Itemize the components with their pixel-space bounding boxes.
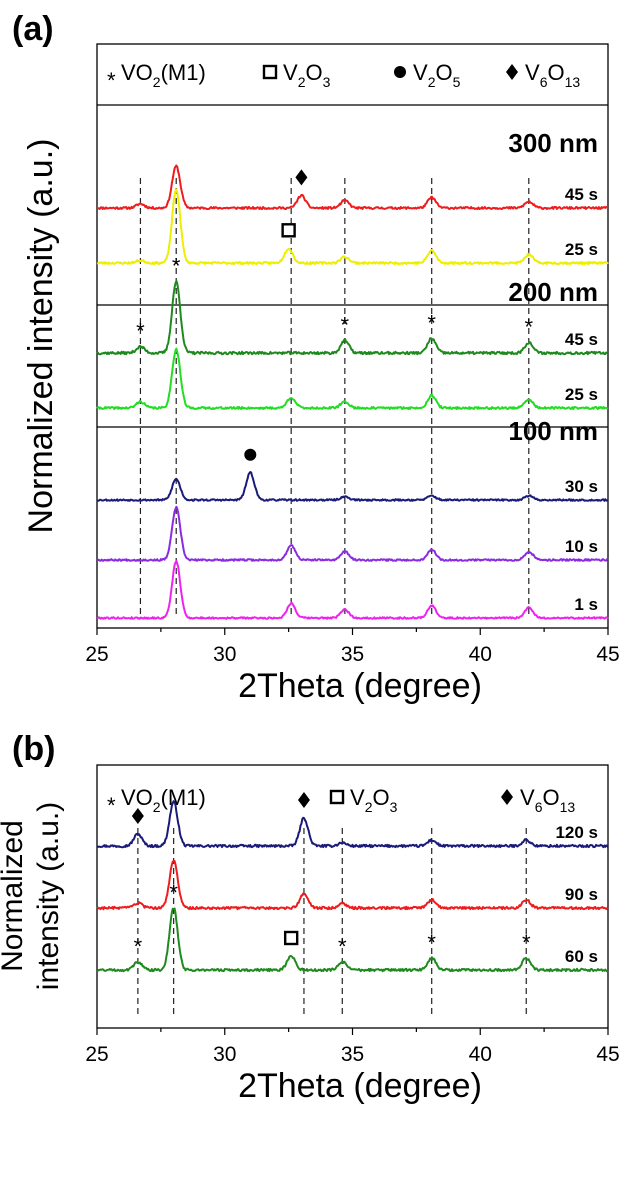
phase-marker-asterisk: * <box>338 934 347 959</box>
series-line <box>96 907 609 973</box>
legend-entry: * VO2(M1) <box>107 785 206 818</box>
series-line <box>96 559 609 620</box>
x-axis-label: 2Theta (degree) <box>238 1067 482 1105</box>
x-tick-label: 25 <box>85 1043 108 1066</box>
sample-group: 200 nm 45 s 25 s <box>96 277 609 410</box>
series-line <box>96 800 609 849</box>
sample-group: 100 nm 30 s 10 s 1 s <box>96 416 609 620</box>
legend-label: V6O13 <box>525 60 580 90</box>
legend-filled-circle-icon <box>394 66 406 78</box>
phase-marker-open-square <box>281 223 296 238</box>
legend-entry: * VO2(M1) <box>107 60 206 93</box>
series-line <box>96 347 609 410</box>
panel-label-b: (b) <box>12 730 55 768</box>
legend-label: V6O13 <box>520 785 575 815</box>
x-axis: 25 30 35 40 45 <box>85 628 620 666</box>
group-label: 200 nm <box>508 277 598 307</box>
series-label: 25 s <box>565 385 598 404</box>
legend-filled-diamond-icon <box>506 64 518 80</box>
series-label: 90 s <box>565 885 598 904</box>
x-axis-label: 2Theta (degree) <box>238 667 482 705</box>
x-tick-label: 30 <box>213 1043 236 1066</box>
legend-filled-diamond-icon <box>501 789 513 805</box>
phase-marker-asterisk: * <box>525 315 534 340</box>
series-label: 1 s <box>574 595 598 614</box>
legend-entry: V6O13 <box>506 60 580 90</box>
series-label: 30 s <box>565 477 598 496</box>
legend-asterisk-symbol: * <box>107 793 116 818</box>
phase-marker-filled-circle <box>244 448 257 461</box>
legend-label: V2O3 <box>283 60 331 90</box>
y-axis-label: Normalized intensity (a.u.) <box>0 802 65 990</box>
x-tick-label: 35 <box>341 643 364 666</box>
x-tick-label: 45 <box>596 1043 619 1066</box>
legend-label: V2O5 <box>413 60 461 90</box>
phase-marker-asterisk: * <box>136 319 145 344</box>
group-label: 100 nm <box>508 416 598 446</box>
series-label: 25 s <box>565 240 598 259</box>
legend-asterisk-symbol: * <box>107 68 116 93</box>
phase-marker-asterisk: * <box>172 254 181 279</box>
x-tick-label: 30 <box>213 643 236 666</box>
y-axis-label: Normalized intensity (a.u.) <box>22 139 60 534</box>
legend-entry: V6O13 <box>501 785 575 815</box>
y-axis-label-line-2: intensity (a.u.) <box>32 802 65 990</box>
panel-label-a: (a) <box>12 10 54 48</box>
legend-label: VO2(M1) <box>121 60 206 90</box>
x-tick-label: 40 <box>469 1043 492 1066</box>
series-label: 45 s <box>565 330 598 349</box>
x-axis: 25 30 35 40 45 <box>85 1028 620 1066</box>
x-tick-label: 35 <box>341 1043 364 1066</box>
legend-entry: V2O3 <box>329 785 398 815</box>
phase-marker-asterisk: * <box>522 930 531 955</box>
series-line <box>96 188 609 265</box>
series-label: 45 s <box>565 185 598 204</box>
phase-marker-asterisk: * <box>341 312 350 337</box>
legend-label: VO2(M1) <box>121 785 206 815</box>
legend-open-square-icon <box>329 789 345 805</box>
legend-entry: V2O3 <box>262 60 331 90</box>
y-axis-label-line-1: Normalized <box>0 820 29 972</box>
x-tick-label: 25 <box>85 643 108 666</box>
series-line <box>96 279 609 356</box>
sample-group: 300 nm 45 s 25 s <box>96 128 609 265</box>
x-tick-label: 40 <box>469 643 492 666</box>
phase-marker-filled-diamond <box>295 169 308 186</box>
phase-marker-asterisk: * <box>134 934 143 959</box>
series-label: 120 s <box>555 823 598 842</box>
legend-label: V2O3 <box>350 785 398 815</box>
phase-marker-filled-diamond <box>131 808 144 824</box>
series-line <box>96 164 609 210</box>
series-label: 60 s <box>565 947 598 966</box>
phase-marker-filled-diamond <box>297 792 310 808</box>
phase-marker-open-square <box>283 930 299 946</box>
series-line <box>96 505 609 562</box>
series-line <box>96 471 609 502</box>
legend-entry: V2O5 <box>394 60 461 90</box>
phase-marker-asterisk: * <box>427 930 436 955</box>
group-label: 300 nm <box>508 128 598 158</box>
legend-open-square-icon <box>262 64 278 80</box>
phase-marker-asterisk: * <box>169 880 178 905</box>
series-line <box>96 859 609 911</box>
x-tick-label: 45 <box>596 643 619 666</box>
series-label: 10 s <box>565 537 598 556</box>
phase-marker-asterisk: * <box>427 310 436 335</box>
